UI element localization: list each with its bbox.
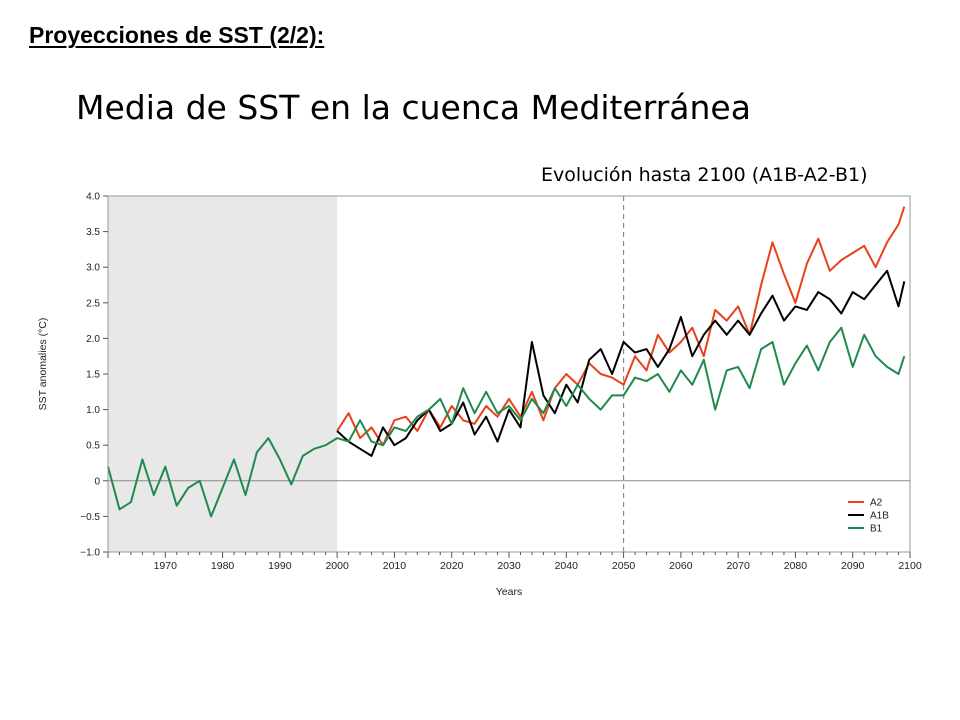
y-tick-label: 0: [94, 476, 100, 487]
x-tick-label: 2050: [612, 560, 636, 572]
x-tick-label: 2020: [440, 560, 464, 572]
y-tick-label: −1.0: [80, 548, 100, 559]
x-tick-label: 2030: [497, 560, 521, 572]
x-tick-label: 2000: [325, 560, 349, 572]
sst-line-chart: 4.0 3.5 3.0 2.5 2.0 1.5 1.0 0.5 0 −0.5 −1.0 1970 198…: [37, 192, 922, 599]
x-tick-label: 2080: [784, 560, 808, 572]
legend-label-a1b: A1B: [870, 511, 889, 522]
x-tick-label: 1990: [268, 560, 292, 572]
x-tick-label: 2070: [726, 560, 750, 572]
slide-heading: Proyecciones de SST (2/2):: [29, 22, 325, 48]
y-tick-label: 2.0: [86, 334, 100, 345]
historical-shaded-region: [108, 196, 338, 552]
y-tick-label: 1.5: [86, 370, 100, 381]
legend-label-a2: A2: [870, 498, 883, 509]
x-tick-label: 2010: [383, 560, 407, 572]
x-tick-label: 1980: [211, 560, 235, 572]
x-tick-label: 2040: [555, 560, 579, 572]
x-tick-label: 2060: [669, 560, 693, 572]
x-tick-label: 2090: [841, 560, 865, 572]
series-line-a1b: [336, 269, 906, 457]
slide-title: Media de SST en la cuenca Mediterránea: [76, 88, 751, 127]
y-tick-label: −0.5: [80, 512, 100, 523]
x-axis-title: Years: [496, 586, 522, 598]
series-line-b1: [107, 326, 906, 518]
y-tick-label: 4.0: [86, 192, 100, 203]
legend-label-b1: B1: [870, 524, 883, 535]
y-tick-label: 3.5: [86, 227, 100, 238]
x-tick-label: 2100: [898, 560, 922, 572]
y-tick-label: 3.0: [86, 263, 100, 274]
series-line-a2: [336, 206, 906, 447]
y-tick-label: 1.0: [86, 405, 100, 416]
x-tick-label: 1970: [154, 560, 178, 572]
y-tick-label: 0.5: [86, 441, 100, 452]
chart-subtitle: Evolución hasta 2100 (A1B-A2-B1): [541, 164, 868, 186]
y-tick-label: 2.5: [86, 298, 100, 309]
y-axis-title: SST anomalies (°C): [37, 318, 49, 411]
